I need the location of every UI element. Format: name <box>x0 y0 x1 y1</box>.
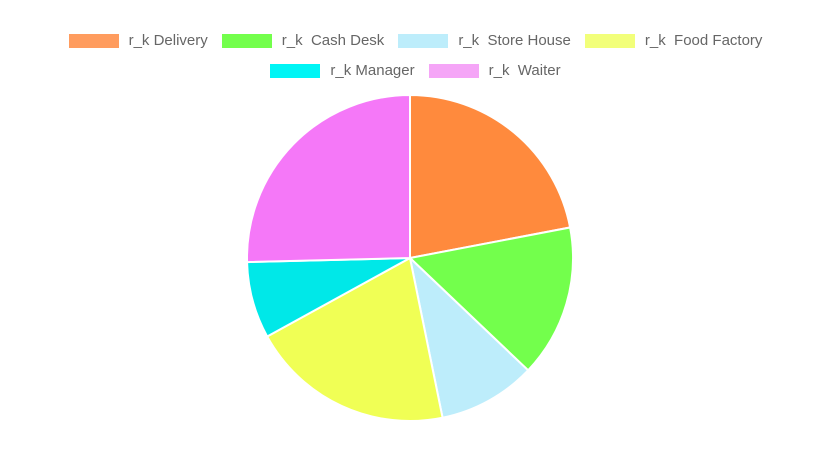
legend-swatch <box>221 33 272 48</box>
legend-item[interactable]: r_k Waiter <box>428 62 561 79</box>
legend-swatch <box>270 63 321 78</box>
legend-item[interactable]: r_k Food Factory <box>584 32 763 49</box>
legend-row-1: r_k Delivery r_k Cash Desk r_k Store House… <box>0 32 831 49</box>
pie-slice[interactable] <box>265 256 444 422</box>
legend-label: r_k Food Factory <box>644 32 763 49</box>
pie-slice[interactable] <box>246 93 411 264</box>
legend-item[interactable]: r_k Delivery <box>68 32 208 49</box>
legend-item[interactable]: r_k Cash Desk <box>221 32 385 49</box>
pie-slice[interactable] <box>409 93 572 260</box>
legend-swatch <box>398 33 449 48</box>
legend-item[interactable]: r_k Store House <box>398 32 571 49</box>
legend-label: r_k Cash Desk <box>281 32 385 49</box>
legend-label: r_k Delivery <box>128 32 208 49</box>
legend-swatch <box>428 63 479 78</box>
pie-slice[interactable] <box>408 255 530 419</box>
legend-label: r_k Waiter <box>488 62 561 79</box>
legend-swatch <box>68 33 119 48</box>
legend-swatch <box>584 33 635 48</box>
legend-label: r_k Manager <box>330 62 415 79</box>
legend-label: r_k Store House <box>458 32 571 49</box>
legend-item[interactable]: r_k Manager <box>270 62 415 79</box>
pie-slice[interactable] <box>407 226 574 372</box>
legend-row-2: r_k Manager r_k Waiter <box>0 62 831 79</box>
